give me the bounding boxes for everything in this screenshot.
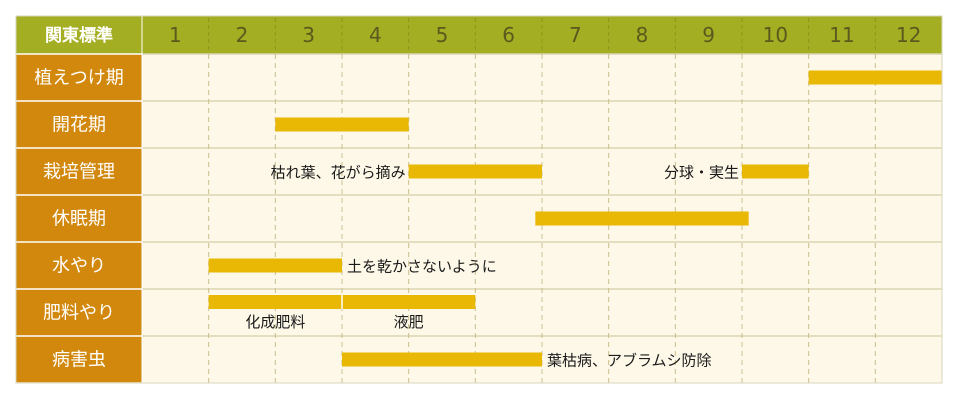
chart-border (15, 15, 943, 384)
month-tick-label: 11 (829, 23, 854, 47)
month-tick-label: 3 (302, 23, 315, 47)
bar (208, 258, 342, 273)
bar-annotation: 化成肥料 (245, 313, 305, 331)
row-label: 栽培管理 (43, 162, 115, 183)
row-label-cell (16, 54, 142, 101)
row-label-cell (16, 148, 142, 195)
month-tick-label: 2 (236, 23, 249, 47)
row-label-cell (16, 289, 142, 336)
row-label-cell (16, 195, 142, 242)
row-label: 水やり (52, 256, 106, 277)
bar (742, 164, 809, 179)
month-tick-label: 10 (763, 23, 788, 47)
row-label: 病害虫 (52, 350, 106, 371)
bar-annotation: 枯れ葉、花がら摘み (271, 164, 406, 182)
row-label-cell (16, 336, 142, 383)
bar (808, 70, 942, 85)
bar (408, 164, 542, 179)
bar (275, 117, 409, 132)
month-tick-label: 4 (369, 23, 382, 47)
bar (342, 352, 542, 367)
bar (208, 295, 342, 309)
month-tick-label: 12 (896, 23, 921, 47)
row-label-cell (16, 101, 142, 148)
month-tick-label: 6 (502, 23, 515, 47)
row-label: 開花期 (52, 115, 106, 136)
row-label-cell (16, 242, 142, 289)
month-tick-label: 7 (569, 23, 582, 47)
month-tick-label: 9 (702, 23, 715, 47)
month-tick-label: 8 (636, 23, 649, 47)
corner-label: 関東標準 (45, 25, 113, 46)
bar-annotation: 葉枯病、アブラムシ防除 (547, 352, 712, 370)
bar-annotation: 土を乾かさないように (347, 258, 497, 276)
month-tick-label: 1 (169, 23, 182, 47)
row-label: 植えつけ期 (34, 68, 123, 89)
corner-cell (16, 16, 142, 54)
bar-annotation: 分球・実生 (664, 164, 739, 182)
bar (342, 295, 476, 309)
bar-annotation: 液肥 (394, 313, 424, 331)
month-tick-label: 5 (436, 23, 449, 47)
row-label: 休眠期 (52, 209, 106, 230)
bar (535, 211, 749, 226)
row-label: 肥料やり (43, 303, 115, 324)
header-band (16, 16, 942, 54)
